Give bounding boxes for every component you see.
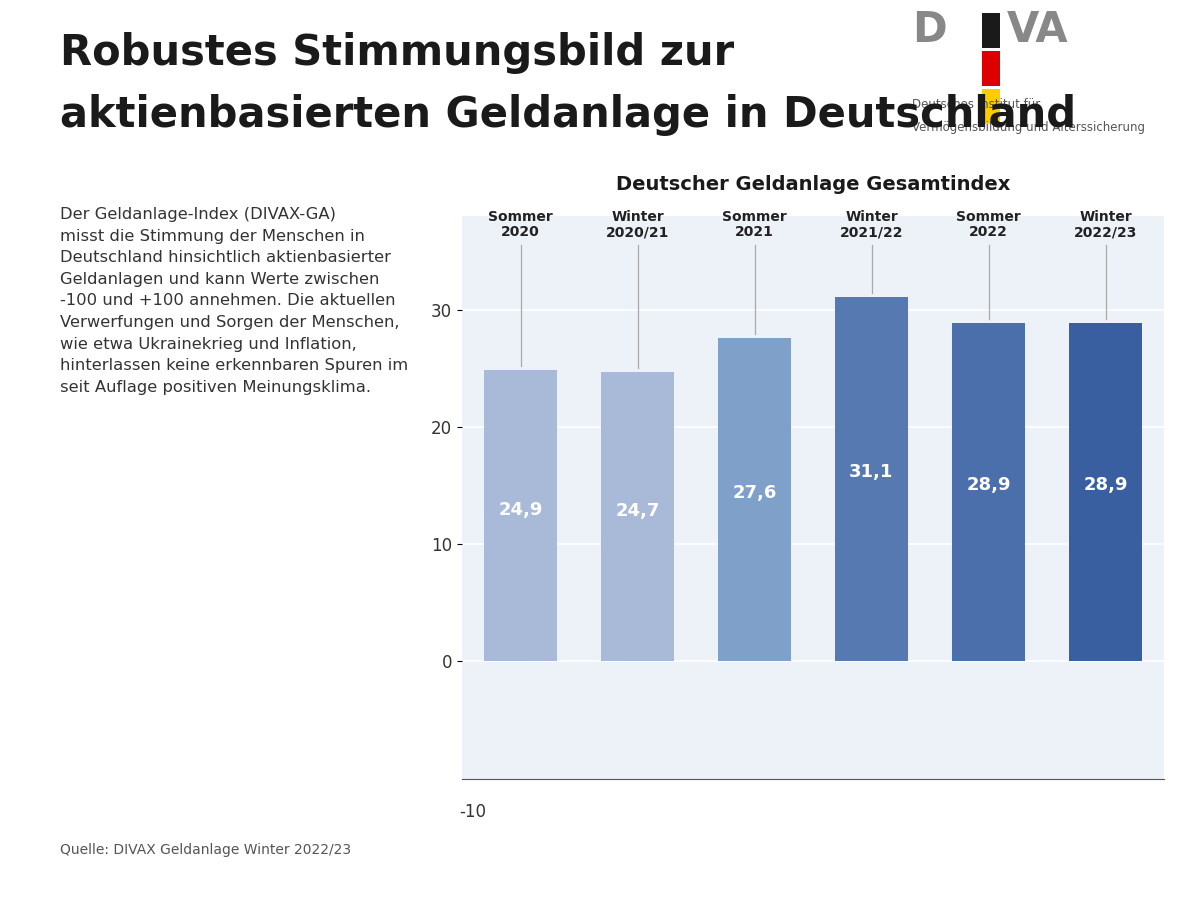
Text: Winter: Winter [845, 211, 898, 224]
Text: Deutscher Geldanlage Gesamtindex: Deutscher Geldanlage Gesamtindex [616, 175, 1010, 194]
Bar [982, 50, 1001, 86]
Text: 24,7: 24,7 [616, 502, 660, 520]
Bar [835, 297, 907, 662]
Bar [719, 338, 791, 662]
Text: D: D [912, 9, 947, 51]
Text: 2021: 2021 [736, 225, 774, 239]
Text: aktienbasierten Geldanlage in Deutschland: aktienbasierten Geldanlage in Deutschlan… [60, 94, 1076, 137]
Text: 2022/23: 2022/23 [1074, 225, 1138, 239]
Bar [485, 370, 557, 662]
Text: Winter: Winter [611, 211, 664, 224]
Bar [953, 322, 1025, 662]
Text: Robustes Stimmungsbild zur: Robustes Stimmungsbild zur [60, 32, 734, 74]
Text: Sommer: Sommer [488, 211, 553, 224]
Text: Vermögensbildung und Alterssicherung: Vermögensbildung und Alterssicherung [912, 122, 1145, 134]
Text: 2022: 2022 [970, 225, 1008, 239]
Text: Deutsches Institut für: Deutsches Institut für [912, 98, 1040, 111]
Bar [982, 88, 1001, 124]
Text: 27,6: 27,6 [732, 484, 776, 502]
Text: 2020/21: 2020/21 [606, 225, 670, 239]
Text: 28,9: 28,9 [966, 476, 1010, 494]
Bar [601, 372, 673, 662]
Text: 31,1: 31,1 [850, 463, 894, 481]
Text: 2020: 2020 [502, 225, 540, 239]
Text: Der Geldanlage-Index (DIVAX-GA)
misst die Stimmung der Menschen in
Deutschland h: Der Geldanlage-Index (DIVAX-GA) misst di… [60, 207, 408, 395]
Text: 28,9: 28,9 [1084, 476, 1128, 494]
Text: Sommer: Sommer [722, 211, 787, 224]
Text: 2021/22: 2021/22 [840, 225, 904, 239]
Text: -10: -10 [460, 803, 487, 821]
Text: 24,9: 24,9 [498, 500, 542, 518]
Text: Winter: Winter [1079, 211, 1132, 224]
Text: Sommer: Sommer [956, 211, 1021, 224]
Bar [1069, 322, 1141, 662]
Bar [982, 13, 1001, 48]
Text: VA: VA [1007, 9, 1069, 51]
Text: Quelle: DIVAX Geldanlage Winter 2022/23: Quelle: DIVAX Geldanlage Winter 2022/23 [60, 842, 352, 857]
